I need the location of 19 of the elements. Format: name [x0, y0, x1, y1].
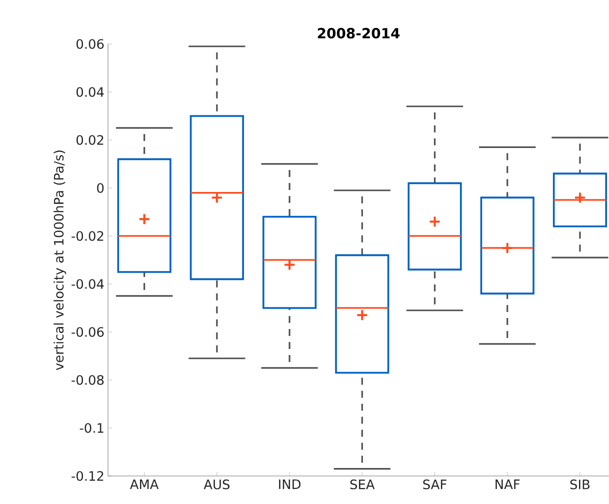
x-tick-label: AUS — [204, 480, 230, 490]
y-tick-label: 0.06 — [76, 39, 104, 49]
x-tick-label: SIB — [570, 480, 590, 490]
y-tick-label: -0.08 — [72, 375, 104, 385]
x-tick-label: IND — [279, 480, 300, 489]
y-tick-label: -0.02 — [72, 231, 104, 241]
y-tick-label: 0 — [97, 183, 104, 193]
x-tick-label: SEA — [350, 480, 375, 490]
y-tick-label: -0.04 — [72, 279, 104, 289]
y-tick-label: -0.06 — [72, 327, 104, 337]
x-tick-label: AMA — [130, 480, 159, 489]
x-tick-label: SAF — [423, 480, 446, 490]
x-tick-label: NAF — [496, 480, 520, 489]
chart-title: 2008-2014 — [318, 28, 400, 38]
y-tick-label: 0.02 — [76, 135, 104, 145]
y-axis-title: vertical velocity at 1000hPa (Pa/s) — [54, 150, 66, 370]
y-tick-label: -0.1 — [80, 423, 104, 433]
y-tick-label: -0.12 — [72, 471, 104, 481]
y-tick-label: 0.04 — [76, 87, 104, 97]
